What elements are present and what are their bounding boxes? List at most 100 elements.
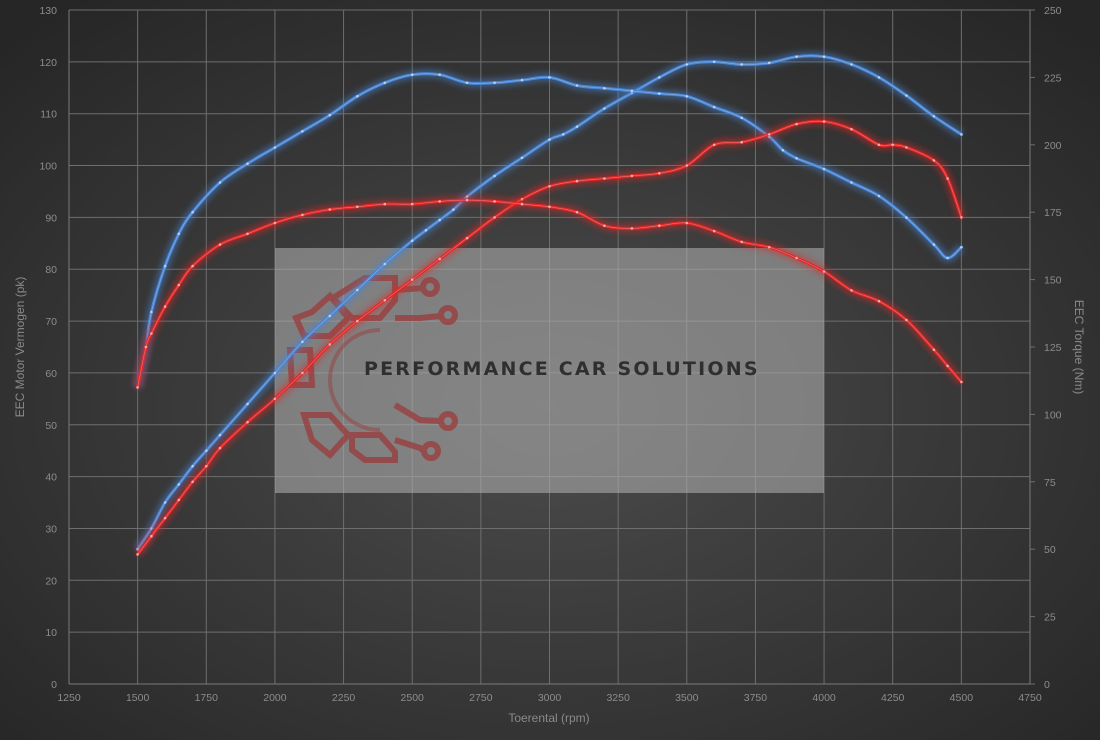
data-point [603, 177, 606, 180]
y-right-tick-label: 75 [1044, 477, 1056, 489]
y-right-tick-label: 0 [1044, 679, 1050, 691]
data-point [850, 181, 853, 184]
data-point [822, 167, 826, 171]
data-point [438, 257, 442, 261]
data-point [493, 200, 496, 203]
y-right-axis-ticks: 0 25 50 75 100 125 150 175 200 225 250 [1044, 5, 1062, 691]
data-point [218, 446, 222, 450]
data-point [960, 245, 963, 249]
data-point [144, 345, 148, 349]
data-point [767, 133, 771, 136]
data-point [218, 433, 222, 437]
data-point [548, 138, 551, 141]
x-tick-label: 1500 [126, 692, 150, 704]
data-point [905, 318, 908, 322]
data-point [328, 113, 332, 117]
data-point [163, 501, 167, 504]
data-point [246, 420, 249, 424]
x-tick-label: 4750 [1018, 692, 1042, 704]
data-point [246, 162, 249, 165]
x-tick-label: 2000 [263, 692, 287, 704]
data-point [218, 243, 222, 246]
data-point [438, 200, 442, 203]
data-point [493, 81, 496, 85]
data-point [877, 76, 881, 79]
y-right-tick-label: 125 [1044, 342, 1062, 354]
data-point [191, 480, 194, 484]
series-tuned-right [133, 69, 965, 389]
y-left-tick-label: 100 [39, 161, 57, 173]
y-left-tick-label: 80 [45, 264, 57, 276]
data-point [575, 210, 579, 214]
data-point [205, 464, 208, 468]
data-point [383, 81, 387, 85]
data-point [301, 213, 304, 217]
data-point [410, 239, 414, 242]
data-point [520, 156, 524, 160]
data-point [383, 299, 387, 302]
x-axis-title: Toerental (rpm) [508, 711, 589, 725]
y-right-tick-label: 175 [1044, 207, 1062, 219]
data-point [685, 164, 689, 167]
data-point [493, 216, 496, 219]
data-point [163, 516, 167, 520]
data-point [905, 94, 908, 97]
x-tick-label: 3250 [606, 692, 630, 704]
data-point [575, 125, 579, 128]
data-point [410, 278, 414, 281]
data-point [781, 148, 785, 152]
data-point [163, 264, 167, 268]
data-point [191, 264, 194, 268]
data-point [905, 146, 908, 149]
y-left-tick-label: 130 [39, 5, 57, 17]
data-point [356, 319, 359, 323]
y-left-tick-label: 40 [45, 472, 57, 484]
y-right-axis-title: EEC Torque (Nm) [1072, 300, 1086, 394]
data-point [658, 76, 661, 79]
data-point [246, 402, 249, 406]
data-point [630, 89, 634, 93]
data-point [136, 386, 139, 389]
series-stock-left [134, 116, 966, 558]
y-left-tick-label: 10 [45, 627, 57, 639]
data-point [328, 314, 332, 318]
data-point [150, 534, 153, 538]
data-point [520, 202, 524, 206]
data-point [328, 343, 332, 346]
data-point [960, 216, 963, 219]
x-tick-label: 3500 [675, 692, 699, 704]
y-right-tick-label: 150 [1044, 275, 1062, 287]
gear-logo-icon [286, 275, 458, 463]
data-point [548, 76, 551, 79]
y-right-tick-label: 50 [1044, 544, 1056, 556]
series-stock-right [133, 195, 965, 389]
data-point [822, 120, 826, 123]
data-point [795, 157, 798, 160]
data-point [630, 174, 634, 178]
data-point [177, 498, 181, 502]
chart-series [133, 51, 966, 558]
data-point [960, 380, 963, 384]
data-point [191, 210, 194, 214]
data-point [795, 55, 798, 58]
data-point [136, 553, 139, 556]
y-right-tick-label: 250 [1044, 5, 1062, 17]
data-point [740, 240, 743, 244]
x-axis-ticks: 1250 1500 1750 2000 2250 2500 2750 3000 3250 3500… [57, 692, 1042, 704]
data-point [383, 202, 387, 206]
y-right-tick-label: 25 [1044, 612, 1056, 624]
data-point [452, 208, 455, 211]
data-point [465, 198, 469, 202]
data-point [960, 133, 963, 136]
data-point [877, 143, 881, 147]
series-line [136, 119, 963, 556]
x-tick-label: 1250 [57, 692, 81, 704]
data-point [177, 232, 181, 236]
x-tick-label: 4500 [950, 692, 974, 704]
data-point [740, 63, 743, 66]
data-point [850, 63, 853, 66]
data-point [877, 299, 881, 303]
data-point [603, 224, 606, 227]
data-point [424, 229, 428, 232]
